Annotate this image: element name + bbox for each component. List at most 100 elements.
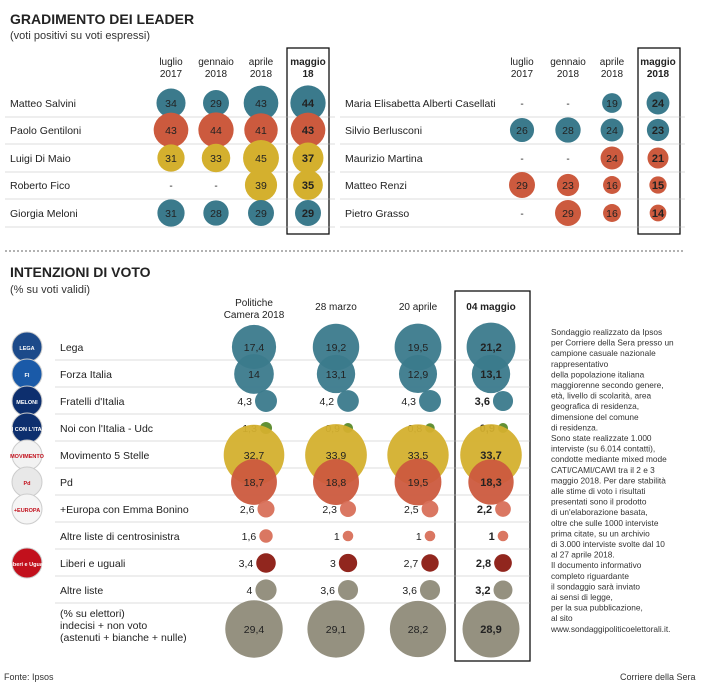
leader-bubble [201, 143, 231, 173]
vote-col-header: 20 aprile [399, 302, 438, 313]
leader-value: 43 [302, 125, 314, 137]
no-data-dash: - [566, 99, 569, 110]
leader-bubble [647, 147, 669, 169]
leader-value: 28 [562, 125, 574, 137]
vote-value: 33,7 [480, 450, 501, 462]
vote-bubble [257, 500, 275, 518]
vote-bubble [421, 500, 439, 518]
vote-bubble [313, 459, 359, 505]
vote-value: 2,5 [404, 504, 419, 516]
leader-bubble [602, 93, 622, 113]
leader-value: 28 [210, 208, 222, 220]
leader-bubble [603, 204, 621, 222]
vote-value: 3,6 [475, 396, 490, 408]
methodology-note: ai sensi di legge, [551, 592, 613, 602]
vote-value: 2,3 [322, 504, 337, 516]
leader-bubble [509, 172, 535, 198]
vote-value: 21,2 [480, 342, 501, 354]
leader-value: 35 [302, 180, 314, 192]
leader-name: Maurizio Martina [345, 153, 423, 165]
leader-bubble [556, 173, 580, 197]
footer-credit: Corriere della Sera [620, 672, 696, 682]
methodology-note: di 3.000 interviste svolte dal 10 [551, 539, 665, 549]
vote-bubble [316, 354, 356, 394]
leader-col-header: 2018 [647, 69, 670, 80]
europa-logo-text: +EUROPA [14, 508, 40, 514]
leader-col-header: gennaio [198, 57, 234, 68]
vote-value: 14 [248, 369, 260, 381]
leader-value: 31 [165, 208, 177, 220]
methodology-note: Il documento informativo [551, 560, 642, 570]
leader-name: Matteo Salvini [10, 98, 76, 110]
vote-value: 18,3 [480, 477, 501, 489]
leader-bubble [292, 142, 324, 174]
vote-value: 29,1 [326, 624, 347, 636]
vote-value: 19,2 [326, 342, 347, 354]
liberi-uguali-logo-text: Liberi e Uguali [8, 562, 46, 568]
leader-value: 44 [302, 98, 315, 110]
party-name: (% su elettori) [60, 608, 125, 620]
vote-col-header: 04 maggio [466, 302, 515, 313]
party-name: Pd [60, 477, 73, 489]
methodology-note: prima citate, su un archivio [551, 528, 650, 538]
leader-bubble [646, 91, 670, 115]
leader-bubble [243, 85, 279, 121]
leader-subtitle: (voti positivi su voti espressi) [10, 30, 150, 42]
leader-value: 43 [255, 98, 267, 110]
methodology-note: della popolazione italiana [551, 369, 645, 379]
leader-bubble [290, 85, 326, 121]
leader-col-header: gennaio [550, 57, 586, 68]
vote-value: 13,1 [480, 369, 501, 381]
leader-value: 21 [652, 153, 664, 165]
methodology-note: campione casuale nazionale [551, 348, 656, 358]
leader-bubble [198, 112, 234, 148]
no-data-dash: - [520, 154, 523, 165]
leader-highlight-box [637, 47, 681, 235]
leader-name: Luigi Di Maio [10, 153, 71, 165]
party-name: Forza Italia [60, 369, 112, 381]
vote-bubble [494, 554, 512, 572]
leader-value: 14 [652, 208, 665, 220]
vote-value: 4 [247, 585, 253, 597]
leader-bubble [555, 117, 581, 143]
vote-bubble [307, 600, 365, 658]
vote-value: 4,3 [237, 396, 252, 408]
vote-value: 33,9 [326, 450, 347, 462]
methodology-note: maggio 2018. Per dare stabilità [551, 475, 666, 485]
methodology-note: al sito [551, 613, 573, 623]
vote-value: 2,6 [240, 504, 255, 516]
vote-value: 3,2 [475, 585, 490, 597]
leader-col-header: 2018 [557, 69, 580, 80]
leader-bubble [243, 140, 279, 176]
vote-value: 13,1 [326, 369, 347, 381]
vote-bubble [389, 600, 447, 658]
leader-value: 34 [165, 98, 177, 110]
methodology-note: interviste (su 6.014 contatti), [551, 444, 655, 454]
vote-bubble [255, 390, 277, 412]
methodology-note: di residenza. [551, 422, 598, 432]
vote-subtitle: (% su voti validi) [10, 284, 90, 296]
party-name: Altre liste di centrosinistra [60, 531, 180, 543]
party-name: Lega [60, 342, 84, 354]
leader-bubble [649, 176, 667, 194]
leader-col-header: luglio [159, 57, 183, 68]
vote-bubble [419, 390, 441, 412]
leader-bubble [646, 118, 670, 142]
methodology-note: per la sua pubblicazione, [551, 603, 643, 613]
vote-bubble [234, 354, 274, 394]
vote-value: 3,6 [402, 585, 417, 597]
leader-value: 26 [516, 125, 528, 137]
forza-italia-logo-text: FI [25, 373, 30, 379]
leader-col-header: maggio [290, 57, 326, 68]
vote-value: 18,8 [326, 477, 347, 489]
leader-value: 19 [606, 98, 618, 110]
no-data-dash: - [566, 154, 569, 165]
methodology-note: maggiorenne secondo genere, [551, 380, 664, 390]
vote-value: 19,5 [408, 477, 429, 489]
leader-value: 23 [562, 180, 574, 192]
vote-value: 17,4 [244, 342, 265, 354]
vote-value: 1,6 [242, 531, 257, 543]
methodology-note: il sondaggio sarà inviato [551, 581, 640, 591]
vote-bubble [421, 554, 439, 572]
leader-bubble [295, 200, 321, 226]
